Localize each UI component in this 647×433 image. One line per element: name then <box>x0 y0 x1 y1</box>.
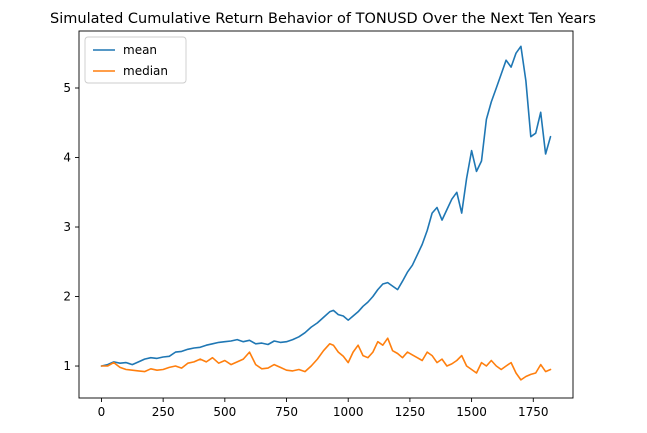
series-line-median <box>100 337 552 381</box>
x-tick-label: 0 <box>98 405 106 419</box>
x-tick-label: 500 <box>213 405 236 419</box>
y-tick-label: 5 <box>63 81 71 95</box>
plot-background <box>79 31 573 398</box>
y-tick-label: 1 <box>63 359 71 373</box>
series-layer <box>100 45 552 381</box>
x-tick-label: 250 <box>152 405 175 419</box>
axes-frame <box>78 30 574 399</box>
legend: mean median <box>84 36 187 84</box>
x-tick-label: 1750 <box>518 405 549 419</box>
x-tick-label: 1500 <box>456 405 487 419</box>
legend-label-median: median <box>123 64 168 78</box>
chart-title: Simulated Cumulative Return Behavior of … <box>50 11 596 27</box>
axes-layer: 0 250 500 750 1000 1250 1500 1750 1 2 3 4 5 <box>63 30 574 419</box>
x-tick-label: 1000 <box>333 405 364 419</box>
x-tick-label: 750 <box>275 405 298 419</box>
y-tick-label: 2 <box>63 290 71 304</box>
legend-label-mean: mean <box>123 43 157 57</box>
plot-area <box>79 31 573 398</box>
y-tick-label: 4 <box>63 151 71 165</box>
x-tick-label: 1250 <box>395 405 426 419</box>
y-tick-label: 3 <box>63 220 71 234</box>
series-line-mean <box>100 45 552 367</box>
